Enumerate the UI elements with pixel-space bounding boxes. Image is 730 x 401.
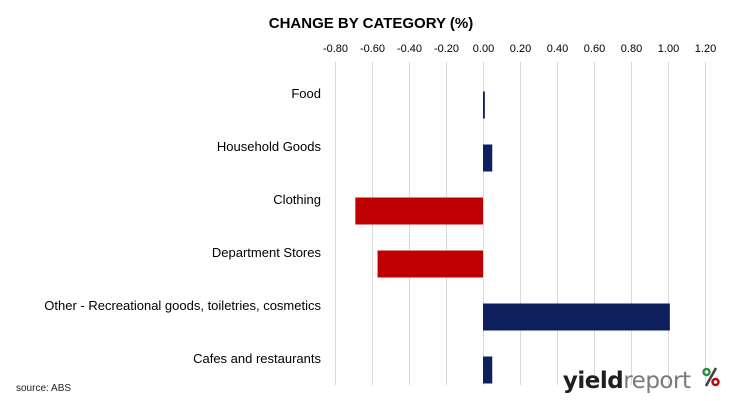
x-tick-label: 1.00 — [658, 43, 679, 55]
x-tick-label: 0.20 — [510, 43, 531, 55]
yieldreport-logo: yieldreport — [563, 366, 720, 394]
x-tick-label: -0.20 — [434, 43, 459, 55]
x-tick-label: 0.40 — [547, 43, 568, 55]
category-label: Food — [291, 86, 321, 101]
source-note: source: ABS — [16, 383, 72, 394]
bar — [377, 250, 483, 278]
percent-logo-icon — [694, 367, 720, 394]
logo-text-yield: yield — [562, 368, 624, 394]
x-tick-label: -0.60 — [360, 43, 385, 55]
category-label: Cafes and restaurants — [193, 351, 321, 366]
x-tick-label: 0.60 — [584, 43, 605, 55]
category-label: Department Stores — [212, 245, 322, 260]
x-tick-label: 1.20 — [695, 43, 716, 55]
bar — [483, 144, 493, 172]
bars — [355, 91, 670, 384]
x-tick-label: -0.40 — [397, 43, 422, 55]
x-tick-label: -0.80 — [323, 43, 348, 55]
grid-layer — [335, 62, 706, 385]
category-label: Clothing — [273, 192, 321, 207]
x-tick-label: 0.00 — [473, 43, 494, 55]
x-tick-labels: -0.80 -0.60 -0.40 -0.20 0.00 0.20 0.40 0.60 0.80… — [323, 43, 716, 55]
category-label: Other - Recreational goods, toiletries, … — [44, 298, 321, 313]
bar — [355, 197, 483, 225]
chart-title: CHANGE BY CATEGORY (%) — [269, 15, 473, 32]
bar — [483, 91, 485, 119]
category-labels: Food Household Goods Clothing Department St… — [44, 86, 321, 366]
bar — [483, 356, 493, 384]
category-label: Household Goods — [217, 139, 322, 154]
logo-text-report: report — [623, 368, 691, 394]
bar — [483, 303, 670, 331]
x-tick-label: 0.80 — [621, 43, 642, 55]
